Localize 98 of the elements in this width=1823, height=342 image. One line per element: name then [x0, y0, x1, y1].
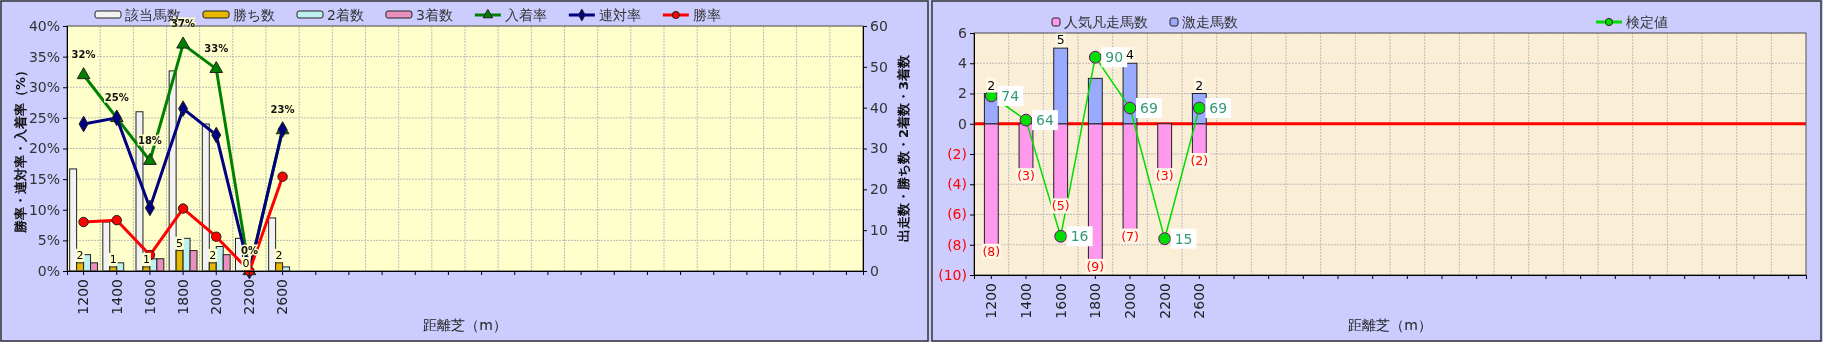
- data-label: 1: [142, 252, 150, 266]
- data-label: 1: [109, 252, 117, 266]
- y-tick-label: 4: [958, 55, 968, 72]
- legend-label: 連対率: [598, 7, 641, 23]
- data-label: (2): [1190, 153, 1209, 168]
- y-tick-label: 20%: [28, 140, 60, 157]
- x-tick-label: 1400: [108, 279, 125, 315]
- bar: [1018, 123, 1034, 170]
- point: [209, 61, 224, 74]
- data-label: (3): [1017, 168, 1035, 184]
- data-label: 5: [1056, 32, 1065, 48]
- y-tick-label: 0%: [37, 262, 60, 279]
- y-tick-label: 15%: [28, 171, 60, 188]
- y2-tick-label: 40: [870, 99, 888, 116]
- point: [211, 231, 222, 242]
- x-tick-label: 2600: [1191, 283, 1208, 319]
- point: [111, 214, 122, 226]
- y-tick-label: 10%: [28, 201, 60, 218]
- y2-tick-label: 60: [870, 17, 888, 34]
- data-label: 15: [1174, 230, 1193, 247]
- data-label: 5: [176, 236, 184, 250]
- x-tick-label: 2200: [241, 279, 258, 315]
- x-tick-label: 1200: [983, 283, 1000, 319]
- y-tick-label: 6: [958, 24, 968, 41]
- y-tick-label: 5%: [37, 232, 60, 249]
- bar: [1157, 123, 1173, 170]
- y-tick-label: 35%: [28, 48, 60, 65]
- y2-tick-label: 10: [870, 222, 888, 239]
- x-tick-label: 1800: [1087, 283, 1104, 319]
- point: [277, 171, 288, 182]
- data-label: 64: [1036, 112, 1054, 129]
- data-label: (5): [1051, 198, 1070, 214]
- y-tick-label: (2): [947, 145, 967, 162]
- y-tick-label: (10): [938, 266, 967, 283]
- data-label: 2: [209, 248, 217, 262]
- data-label: 2: [987, 77, 996, 93]
- y-tick-label: 25%: [28, 109, 60, 126]
- y2-tick-label: 0: [870, 262, 879, 279]
- x-tick-label: 1600: [141, 279, 158, 315]
- data-label: (9): [1086, 258, 1105, 274]
- data-label: (3): [1155, 168, 1174, 184]
- x-tick-label: 2200: [1156, 283, 1173, 319]
- data-label: 90: [1105, 49, 1124, 66]
- point: [1054, 229, 1068, 243]
- data-label: 74: [1001, 87, 1020, 104]
- data-label: 16: [1070, 228, 1089, 245]
- point: [143, 152, 157, 165]
- legend-label: 2着数: [327, 7, 364, 23]
- x-tick-label: 1800: [174, 279, 191, 315]
- point: [76, 67, 91, 80]
- point: [1019, 113, 1033, 127]
- point: [177, 203, 189, 214]
- x-axis-title: 距離芝（m）: [1348, 317, 1432, 333]
- data-label: 2: [1195, 77, 1204, 93]
- data-label: 0%: [240, 245, 258, 256]
- y-tick-label: 40%: [28, 17, 60, 34]
- data-label: 0: [242, 257, 250, 270]
- y2-tick-label: 50: [870, 58, 888, 75]
- x-tick-label: 2600: [274, 279, 291, 315]
- y2-tick-label: 30: [870, 140, 888, 157]
- legend-label: 勝率: [692, 7, 721, 23]
- data-label: 33%: [204, 42, 229, 54]
- legend-label: 人気凡走馬数: [1064, 14, 1148, 30]
- data-label: 4: [1126, 47, 1135, 63]
- y2-tick-label: 20: [870, 181, 888, 198]
- x-tick-label: 1200: [75, 279, 92, 315]
- point: [176, 36, 190, 49]
- data-label: 2: [76, 248, 84, 262]
- point: [1158, 232, 1172, 246]
- legend-label: 勝ち数: [233, 7, 275, 23]
- data-label: (7): [1121, 228, 1139, 244]
- data-label: 25%: [104, 91, 129, 103]
- legend-label: 検定値: [1626, 14, 1668, 30]
- legend-label: 激走馬数: [1182, 14, 1238, 30]
- y-axis-title: 勝率・連対率・入着率（%）: [13, 63, 28, 235]
- x-tick-label: 1400: [1017, 283, 1034, 319]
- point: [1088, 50, 1102, 64]
- legend-label: 入着率: [504, 7, 547, 23]
- y2-axis-title: 出走数・勝ち数・2着数・3着数: [896, 53, 911, 243]
- data-label: 2: [275, 248, 283, 262]
- y-tick-label: (4): [947, 176, 967, 193]
- point: [78, 216, 89, 228]
- y-tick-label: (8): [947, 236, 967, 253]
- x-tick-label: 1600: [1052, 283, 1069, 319]
- point: [1123, 101, 1137, 115]
- y-tick-label: 2: [958, 85, 967, 102]
- y-tick-label: 30%: [28, 79, 60, 96]
- y-tick-label: (6): [947, 206, 967, 223]
- data-label: 69: [1140, 100, 1158, 117]
- y-tick-label: 0: [958, 115, 967, 132]
- legend-label: 3着数: [415, 7, 453, 23]
- data-label: 69: [1209, 100, 1228, 117]
- x-tick-label: 2000: [208, 279, 225, 315]
- x-tick-label: 2000: [1121, 283, 1138, 319]
- data-label: 32%: [71, 49, 96, 60]
- data-label: 23%: [270, 104, 295, 116]
- data-label: (8): [982, 243, 1001, 259]
- x-axis-title: 距離芝（m）: [423, 317, 507, 333]
